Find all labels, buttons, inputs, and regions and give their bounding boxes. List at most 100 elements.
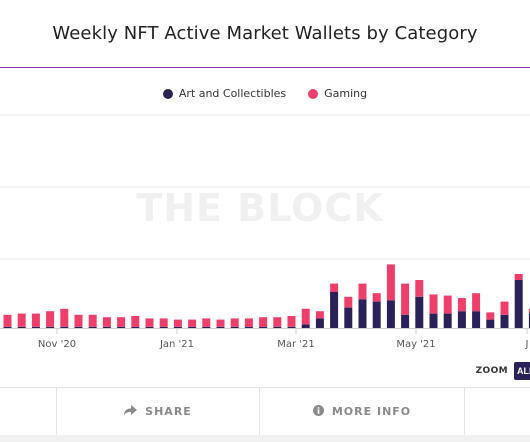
- bar-art-and-collectibles[interactable]: [159, 326, 168, 328]
- bar-gaming[interactable]: [415, 280, 424, 297]
- bar-gaming[interactable]: [244, 318, 253, 327]
- bar-gaming[interactable]: [31, 313, 40, 327]
- bar-gaming[interactable]: [443, 295, 452, 314]
- bar-gaming[interactable]: [46, 311, 55, 327]
- bar-gaming[interactable]: [486, 312, 495, 320]
- bar-gaming[interactable]: [358, 283, 367, 300]
- bar-gaming[interactable]: [17, 313, 26, 327]
- bar-gaming[interactable]: [216, 319, 225, 327]
- bar-art-and-collectibles[interactable]: [472, 311, 481, 328]
- bar-art-and-collectibles[interactable]: [301, 324, 310, 328]
- bar-art-and-collectibles[interactable]: [358, 299, 367, 328]
- bar-art-and-collectibles[interactable]: [457, 311, 466, 328]
- more-info-button[interactable]: MORE INFO: [260, 388, 465, 435]
- bar-gaming[interactable]: [273, 317, 282, 327]
- bar-gaming[interactable]: [117, 317, 126, 327]
- bar-art-and-collectibles[interactable]: [145, 326, 154, 328]
- bar-art-and-collectibles[interactable]: [117, 326, 126, 328]
- bar-art-and-collectibles[interactable]: [46, 326, 55, 328]
- bar-art-and-collectibles[interactable]: [102, 326, 111, 328]
- bar-art-and-collectibles[interactable]: [74, 326, 83, 328]
- watermark: THE BLOCK: [136, 186, 384, 230]
- bar-gaming[interactable]: [102, 317, 111, 327]
- zoom-all-button[interactable]: ALL: [514, 362, 530, 380]
- bar-gaming[interactable]: [514, 274, 523, 280]
- bar-art-and-collectibles[interactable]: [173, 326, 182, 328]
- bar-gaming[interactable]: [188, 319, 197, 327]
- legend-swatch-art: [162, 88, 173, 99]
- bar-gaming[interactable]: [3, 314, 12, 327]
- bar-gaming[interactable]: [202, 318, 211, 327]
- x-axis-ticks: Nov '20 Jan '21 Mar '21 May '21 J: [38, 329, 529, 350]
- bar-gaming[interactable]: [429, 294, 438, 314]
- zoom-control: ZOOM ALL: [476, 362, 530, 380]
- bar-gaming[interactable]: [528, 308, 530, 314]
- share-button[interactable]: SHARE: [57, 388, 260, 435]
- bar-gaming[interactable]: [330, 283, 339, 292]
- bar-gaming[interactable]: [88, 314, 97, 327]
- legend-label-art: Art and Collectibles: [178, 87, 287, 100]
- zoom-label: ZOOM: [475, 366, 508, 376]
- bar-art-and-collectibles[interactable]: [259, 326, 268, 328]
- bar-gaming[interactable]: [259, 317, 268, 327]
- bar-gaming[interactable]: [287, 316, 296, 327]
- x-tick-label: Nov '20: [38, 339, 76, 350]
- bar-art-and-collectibles[interactable]: [386, 300, 395, 328]
- chart-header: Weekly NFT Active Market Wallets by Cate…: [0, 0, 530, 68]
- legend-label-gaming: Gaming: [324, 87, 368, 100]
- bar-art-and-collectibles[interactable]: [315, 318, 324, 328]
- bar-art-and-collectibles[interactable]: [17, 326, 26, 328]
- bar-art-and-collectibles[interactable]: [273, 326, 282, 328]
- bar-art-and-collectibles[interactable]: [415, 296, 424, 328]
- bar-gaming[interactable]: [386, 264, 395, 301]
- bar-gaming[interactable]: [472, 293, 481, 312]
- bar-gaming[interactable]: [372, 293, 381, 302]
- footer-cell-right: [465, 388, 530, 435]
- bar-gaming[interactable]: [173, 319, 182, 327]
- bar-art-and-collectibles[interactable]: [88, 326, 97, 328]
- x-tick-label: Mar '21: [277, 339, 315, 350]
- bar-gaming[interactable]: [131, 316, 140, 327]
- bar-art-and-collectibles[interactable]: [287, 326, 296, 328]
- bar-art-and-collectibles[interactable]: [401, 314, 410, 328]
- bar-gaming[interactable]: [500, 301, 509, 315]
- bar-art-and-collectibles[interactable]: [344, 307, 353, 328]
- x-tick-label: J: [525, 339, 529, 350]
- bar-art-and-collectibles[interactable]: [372, 301, 381, 328]
- bar-gaming[interactable]: [230, 318, 239, 327]
- share-label: SHARE: [145, 405, 192, 418]
- bar-gaming[interactable]: [74, 314, 83, 327]
- legend-swatch-gaming: [308, 88, 319, 99]
- bar-art-and-collectibles[interactable]: [3, 326, 12, 328]
- bar-art-and-collectibles[interactable]: [230, 326, 239, 328]
- bar-gaming[interactable]: [159, 318, 168, 327]
- bar-art-and-collectibles[interactable]: [216, 326, 225, 328]
- bar-gaming[interactable]: [60, 308, 69, 327]
- legend-item-art[interactable]: Art and Collectibles: [162, 87, 287, 100]
- x-tick-label: Jan '21: [159, 339, 194, 350]
- bar-art-and-collectibles[interactable]: [131, 326, 140, 328]
- bar-gaming[interactable]: [145, 318, 154, 327]
- bar-art-and-collectibles[interactable]: [514, 280, 523, 328]
- bar-gaming[interactable]: [457, 298, 466, 312]
- bar-gaming[interactable]: [301, 308, 310, 325]
- bar-gaming[interactable]: [344, 296, 353, 308]
- bar-art-and-collectibles[interactable]: [188, 326, 197, 328]
- bar-art-and-collectibles[interactable]: [244, 326, 253, 328]
- bar-art-and-collectibles[interactable]: [330, 292, 339, 328]
- chart-title: Weekly NFT Active Market Wallets by Cate…: [52, 23, 478, 44]
- bar-art-and-collectibles[interactable]: [443, 313, 452, 328]
- more-info-label: MORE INFO: [331, 405, 412, 418]
- bar-art-and-collectibles[interactable]: [486, 319, 495, 328]
- bar-art-and-collectibles[interactable]: [429, 313, 438, 328]
- bar-art-and-collectibles[interactable]: [31, 326, 40, 328]
- footer-cell-left: [0, 388, 57, 435]
- legend-item-gaming[interactable]: Gaming: [308, 87, 367, 100]
- bar-art-and-collectibles[interactable]: [202, 326, 211, 328]
- bar-gaming[interactable]: [315, 311, 324, 319]
- bars-group: [3, 264, 530, 328]
- bar-gaming[interactable]: [401, 283, 410, 315]
- bar-art-and-collectibles[interactable]: [500, 314, 509, 328]
- bar-art-and-collectibles[interactable]: [528, 313, 530, 328]
- bar-art-and-collectibles[interactable]: [60, 326, 69, 328]
